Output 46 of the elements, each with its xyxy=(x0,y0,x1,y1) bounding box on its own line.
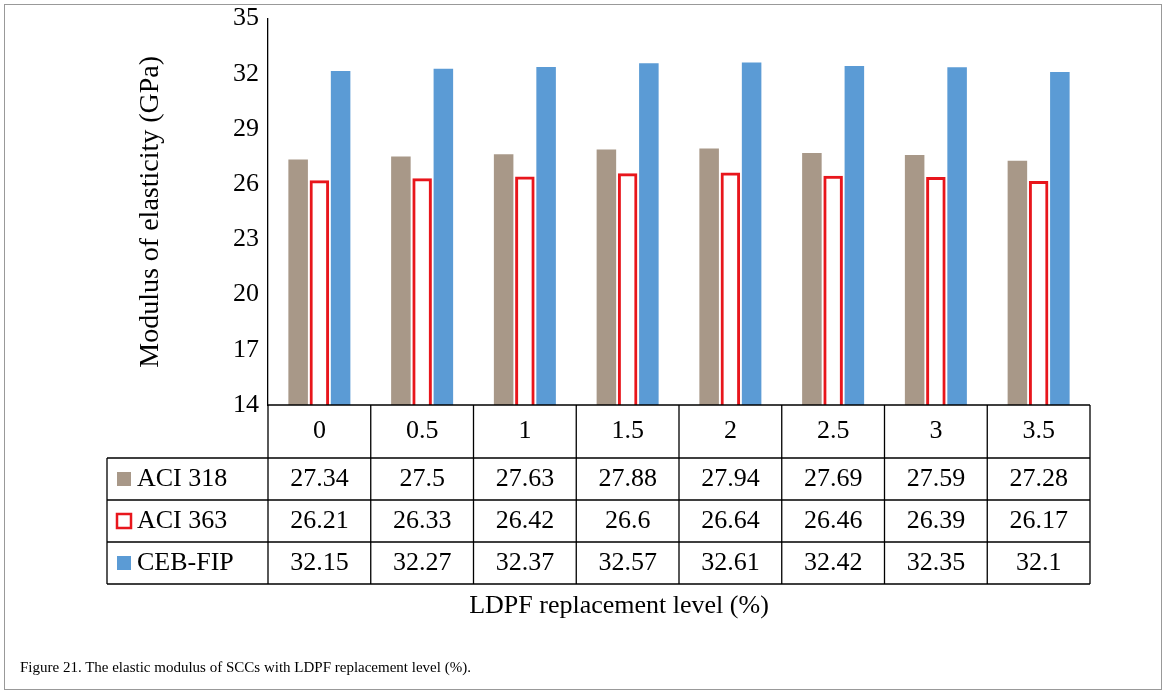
data-label: 26.33 xyxy=(392,504,452,534)
data-label: 27.34 xyxy=(290,462,349,492)
y-tick-label: 20 xyxy=(233,278,259,308)
y-tick-label: 23 xyxy=(233,223,259,253)
data-label: 27.69 xyxy=(803,462,863,492)
x-tick-label: 2.5 xyxy=(816,415,850,445)
data-label: 26.64 xyxy=(701,504,760,534)
data-label: 26.6 xyxy=(604,504,651,534)
x-tick-label: 0.5 xyxy=(405,415,439,445)
data-label: 32.57 xyxy=(598,546,657,576)
x-tick-label: 3 xyxy=(929,415,943,445)
x-tick-label: 1 xyxy=(518,415,532,445)
x-tick-label: 0 xyxy=(312,415,326,445)
data-label: 26.42 xyxy=(495,504,555,534)
data-label: 32.35 xyxy=(906,546,966,576)
y-tick-label: 14 xyxy=(233,388,259,418)
x-tick-label: 3.5 xyxy=(1022,415,1055,445)
data-label: 32.1 xyxy=(1015,546,1062,576)
data-label: 32.61 xyxy=(701,546,760,576)
data-label: 27.94 xyxy=(701,462,760,492)
caption: Figure 21. The elastic modulus of SCCs with LDPF replacement level (%). xyxy=(20,658,471,676)
data-label: 27.5 xyxy=(399,462,445,492)
x-tick-label: 2 xyxy=(723,415,737,445)
data-label: 27.28 xyxy=(1009,462,1068,492)
data-label: 27.59 xyxy=(906,462,966,492)
text: LDPF replacement level (%) xyxy=(469,589,769,619)
data-label: 32.27 xyxy=(392,546,452,576)
data-label: 32.42 xyxy=(803,546,863,576)
y-tick-label: 26 xyxy=(233,168,259,198)
data-label: 26.21 xyxy=(290,504,349,534)
y-tick-label: 29 xyxy=(233,112,259,142)
y-tick-label: 32 xyxy=(233,57,259,87)
data-label: 27.88 xyxy=(598,462,657,492)
legend-label: ACI 318 xyxy=(137,462,228,492)
y-axis-title: Modulus of elasticity (GPa) xyxy=(133,55,165,368)
data-label: 26.46 xyxy=(803,504,863,534)
legend-label: CEB-FIP xyxy=(137,546,234,576)
x-tick-label: 1.5 xyxy=(611,415,644,445)
y-tick-label: 17 xyxy=(233,333,259,363)
data-label: 26.17 xyxy=(1009,504,1068,534)
data-label: 27.63 xyxy=(495,462,555,492)
data-label: 26.39 xyxy=(906,504,966,534)
y-tick-label: 35 xyxy=(233,2,259,32)
legend-label: ACI 363 xyxy=(137,504,228,534)
data-label: 32.37 xyxy=(495,546,555,576)
data-label: 32.15 xyxy=(290,546,349,576)
